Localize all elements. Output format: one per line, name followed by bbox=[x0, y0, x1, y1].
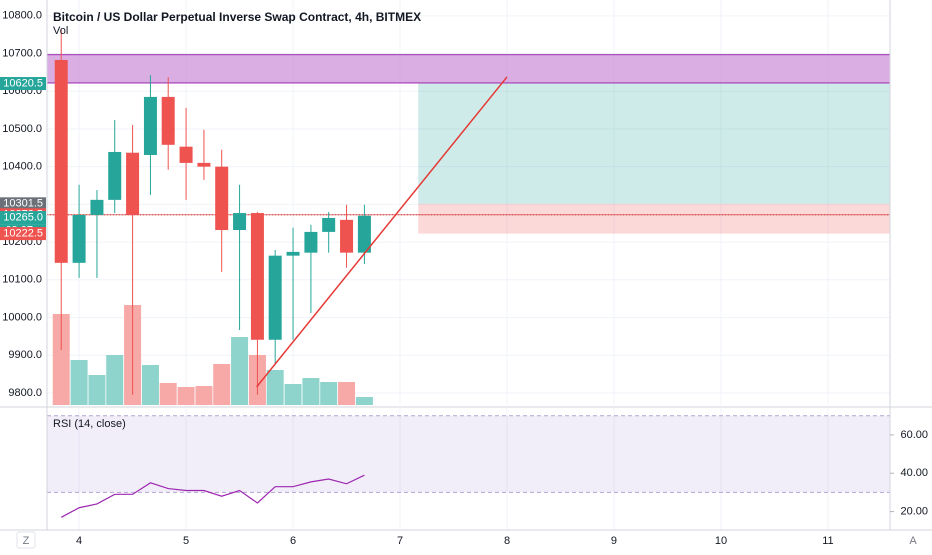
candle-body bbox=[215, 166, 229, 231]
x-tick-label: 9 bbox=[611, 535, 617, 547]
price-label-box bbox=[0, 227, 46, 241]
x-tick-label: 10 bbox=[715, 535, 727, 547]
price-label: 10301.5 bbox=[3, 198, 43, 210]
candle-body bbox=[90, 199, 104, 215]
rsi-tick-label: 60.00 bbox=[900, 429, 928, 441]
zoom-label[interactable]: Z bbox=[23, 535, 30, 547]
candle-body bbox=[72, 214, 86, 263]
zoom-button[interactable] bbox=[16, 531, 36, 549]
volume-bar bbox=[106, 355, 124, 405]
y-tick-label: 10400.0 bbox=[2, 161, 42, 173]
rsi-line bbox=[60, 474, 365, 518]
chart-title: Bitcoin / US Dollar Perpetual Inverse Sw… bbox=[53, 10, 421, 24]
y-tick-label: 10000.0 bbox=[2, 311, 42, 323]
candle-body bbox=[286, 251, 300, 256]
price-label-box bbox=[0, 211, 46, 225]
y-tick-label: 9900.0 bbox=[8, 349, 42, 361]
x-tick-label: 7 bbox=[397, 535, 403, 547]
price-label: 10620.5 bbox=[3, 77, 43, 89]
candle-body bbox=[143, 96, 157, 155]
y-tick-label: 10500.0 bbox=[2, 123, 42, 135]
volume-bar bbox=[231, 337, 249, 405]
volume-bar bbox=[284, 384, 302, 405]
rsi-band bbox=[47, 415, 890, 493]
candle-body bbox=[322, 217, 336, 232]
volume-bar bbox=[338, 382, 356, 405]
candle-body bbox=[340, 219, 354, 253]
y-tick-label: 9800.0 bbox=[8, 387, 42, 399]
candle-body bbox=[54, 59, 68, 263]
volume-bar bbox=[355, 397, 373, 405]
x-tick-label: 5 bbox=[183, 535, 189, 547]
candle-body bbox=[126, 152, 140, 215]
volume-bar bbox=[266, 370, 284, 405]
candle-body bbox=[179, 146, 193, 163]
volume-bar bbox=[88, 375, 106, 405]
price-label: 10222.5 bbox=[3, 228, 43, 240]
candle-body bbox=[197, 162, 211, 167]
volume-bar bbox=[177, 387, 195, 405]
rsi-tick-label: 40.00 bbox=[900, 467, 928, 479]
candle-body bbox=[357, 215, 371, 253]
price-label: 10265.0 bbox=[3, 211, 43, 223]
profit-zone bbox=[418, 83, 890, 204]
x-tick-label: 11 bbox=[822, 535, 833, 547]
candle-body bbox=[250, 213, 264, 340]
y-tick-label: 10700.0 bbox=[2, 47, 42, 59]
candle-body bbox=[108, 151, 122, 200]
volume-bar bbox=[52, 314, 70, 405]
volume-bar bbox=[302, 378, 320, 405]
candle-body bbox=[268, 255, 282, 340]
auto-scale-button[interactable]: A bbox=[909, 535, 917, 547]
trend-line bbox=[256, 76, 508, 388]
x-tick-label: 4 bbox=[76, 535, 82, 547]
x-tick-label: 8 bbox=[504, 535, 510, 547]
zone-rectangle bbox=[46, 54, 891, 84]
rsi-title: RSI (14, close) bbox=[53, 418, 126, 430]
candle-body bbox=[161, 96, 175, 145]
volume-bar bbox=[195, 386, 213, 405]
y-tick-label: 10800.0 bbox=[2, 10, 42, 22]
y-tick-label: 10100.0 bbox=[2, 274, 42, 286]
volume-bar bbox=[320, 382, 338, 405]
volume-bar bbox=[159, 383, 177, 405]
volume-title: Vol bbox=[53, 25, 68, 37]
x-tick-label: 6 bbox=[290, 535, 296, 547]
price-label-box bbox=[0, 77, 46, 91]
volume-bar bbox=[213, 364, 231, 405]
candle-body bbox=[304, 231, 318, 253]
volume-bar bbox=[141, 365, 159, 405]
loss-zone bbox=[418, 203, 890, 234]
price-label-box bbox=[0, 197, 46, 211]
rsi-tick-label: 20.00 bbox=[900, 505, 928, 517]
candle-body bbox=[233, 213, 247, 231]
volume-bar bbox=[70, 360, 88, 405]
